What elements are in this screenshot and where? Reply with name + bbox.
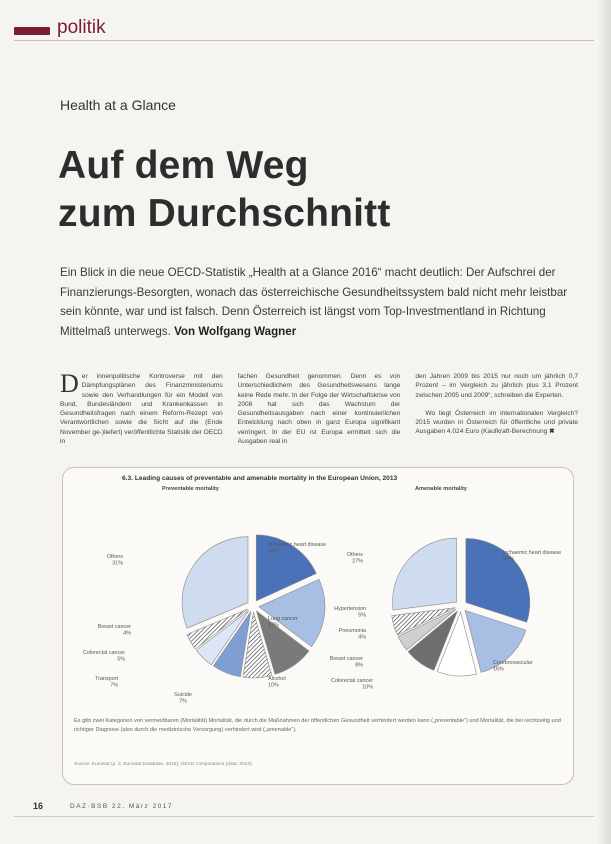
pie-slice-0-7 bbox=[181, 536, 249, 629]
article-headline: Auf dem Weg zum Durchschnitt bbox=[58, 142, 391, 238]
pie-slice-1-4 bbox=[397, 608, 457, 651]
pie-slice-1-2 bbox=[436, 611, 477, 677]
pie-label-1-0: Ischaemic heart disease 30% bbox=[503, 550, 561, 563]
top-rule bbox=[14, 40, 594, 41]
pie-label-1-5: Hypertension 5% bbox=[334, 606, 366, 619]
article-author: Von Wolfgang Wagner bbox=[174, 324, 297, 338]
pie-label-0-2: Alcohol 10% bbox=[268, 676, 286, 689]
pie-slice-0-5 bbox=[195, 610, 250, 666]
pie-label-1-4: Pneumonia 4% bbox=[339, 628, 366, 641]
continue-arrow-icon: ✖ bbox=[549, 428, 555, 436]
amenable-subtitle: Amenable mortality bbox=[415, 486, 467, 492]
pie-slice-0-2 bbox=[255, 610, 310, 675]
column-1-text: er innenpolitische Kontroverse mit den D… bbox=[60, 373, 223, 446]
headline-line-2: zum Durchschnitt bbox=[58, 192, 391, 235]
column-3-paragraph-1: den Jahren 2009 bis 2015 nur noch um jäh… bbox=[415, 373, 579, 399]
column-2-text: fachen Gesundheit genommen. Denn es von … bbox=[237, 373, 401, 446]
pie-slice-1-1 bbox=[464, 609, 527, 673]
pie-label-0-3: Suicide 7% bbox=[174, 692, 192, 705]
pie-slice-0-6 bbox=[186, 608, 248, 650]
section-label: politik bbox=[57, 17, 106, 38]
pie-slice-0-1 bbox=[258, 578, 326, 648]
page-edge-shadow bbox=[597, 0, 611, 844]
pie-slice-0-4 bbox=[212, 611, 252, 678]
pie-label-1-3: Breast cancer 8% bbox=[330, 656, 363, 669]
pie-label-0-4: Transport 7% bbox=[95, 676, 118, 689]
column-3-paragraph-2: Wo liegt Österreich im internationalen V… bbox=[415, 409, 579, 436]
figure-title: 6.3. Leading causes of preventable and a… bbox=[122, 475, 398, 482]
pie-slice-1-3 bbox=[407, 610, 458, 671]
pie-label-0-5: Colorectal cancer 5% bbox=[83, 650, 125, 663]
headline-line-1: Auf dem Weg bbox=[58, 144, 309, 187]
pie-label-0-6: Breast cancer 4% bbox=[98, 624, 131, 637]
article-kicker: Health at a Glance bbox=[60, 97, 176, 113]
preventable-subtitle: Preventable mortality bbox=[162, 486, 219, 492]
page-number: 16 bbox=[33, 801, 44, 811]
magazine-name: DAZ·BSB 22. März 2017 bbox=[70, 803, 174, 810]
pie-slice-1-6 bbox=[392, 537, 457, 611]
article-lead: Ein Blick in die neue OECD-Statistik „He… bbox=[60, 263, 572, 341]
pie-label-0-1: Lung cancer 17% bbox=[268, 616, 298, 629]
lead-text: Ein Blick in die neue OECD-Statistik „He… bbox=[60, 266, 568, 338]
pie-label-1-2: Colorectal cancer 10% bbox=[331, 678, 373, 691]
pie-slice-1-5 bbox=[391, 607, 456, 636]
pie-label-0-7: Others 31% bbox=[107, 554, 123, 567]
pie-label-1-6: Others 27% bbox=[347, 552, 363, 565]
footer-rule bbox=[14, 816, 594, 817]
pie-charts: Ischaemic heart disease 18% Lung cancer 17%… bbox=[83, 534, 561, 705]
pie-slice-0-3 bbox=[242, 611, 273, 679]
body-column-3: den Jahren 2009 bis 2015 nur noch um jäh… bbox=[415, 372, 578, 460]
pie-label-1-1: Cerebrovascular 16% bbox=[493, 660, 533, 673]
pie-slice-0-0 bbox=[255, 534, 317, 602]
pie-slice-1-0 bbox=[465, 538, 531, 623]
section-color-bar bbox=[14, 27, 50, 35]
pie-label-0-0: Ischaemic heart disease 18% bbox=[268, 542, 326, 555]
figure-source: Source: Eurostat (p. 3, Eurostat Databas… bbox=[74, 762, 253, 767]
figure-note: Es gibt zwei Kategorien von vermeidbaren… bbox=[74, 718, 561, 733]
drop-cap: D bbox=[60, 372, 79, 398]
body-column-2: fachen Gesundheit genommen. Denn es von … bbox=[238, 372, 401, 460]
mortality-figure: 6.3. Leading causes of preventable and a… bbox=[62, 467, 574, 785]
